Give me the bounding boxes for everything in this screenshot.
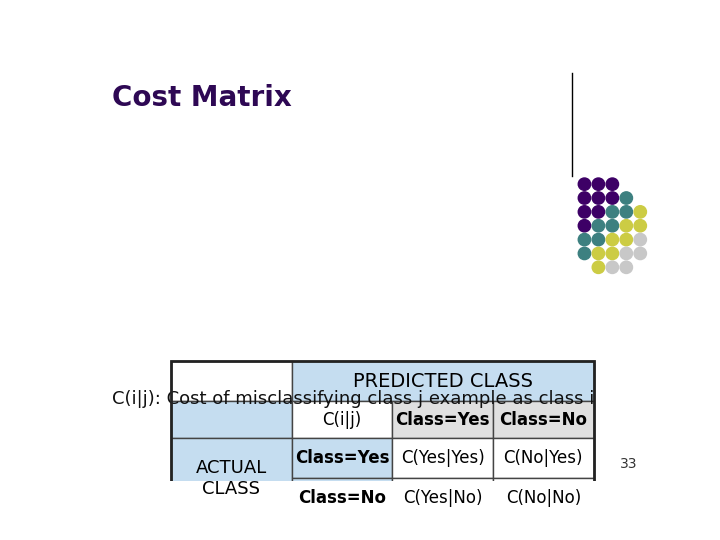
Text: ACTUAL
CLASS: ACTUAL CLASS xyxy=(196,459,267,498)
Text: C(No|Yes): C(No|Yes) xyxy=(503,449,583,467)
Circle shape xyxy=(620,261,632,273)
Bar xyxy=(493,438,594,478)
Circle shape xyxy=(593,220,605,232)
Bar xyxy=(171,361,292,401)
Text: Cost Matrix: Cost Matrix xyxy=(112,84,292,112)
Bar xyxy=(171,361,594,518)
Text: C(i|j): Cost of misclassifying class j example as class i: C(i|j): Cost of misclassifying class j e… xyxy=(112,390,594,408)
Circle shape xyxy=(578,178,590,190)
Circle shape xyxy=(620,192,632,204)
Circle shape xyxy=(578,247,590,260)
Circle shape xyxy=(593,233,605,246)
Text: C(Yes|No): C(Yes|No) xyxy=(403,489,482,507)
Circle shape xyxy=(620,233,632,246)
Circle shape xyxy=(606,247,618,260)
Bar xyxy=(292,401,392,438)
Circle shape xyxy=(606,178,618,190)
Circle shape xyxy=(578,192,590,204)
Circle shape xyxy=(620,247,632,260)
Circle shape xyxy=(620,206,632,218)
Circle shape xyxy=(593,178,605,190)
Circle shape xyxy=(634,220,647,232)
Text: Class=No: Class=No xyxy=(298,489,386,507)
Circle shape xyxy=(606,220,618,232)
Circle shape xyxy=(634,247,647,260)
Bar xyxy=(292,438,392,478)
Circle shape xyxy=(578,220,590,232)
Text: C(No|No): C(No|No) xyxy=(505,489,581,507)
Bar xyxy=(292,478,392,518)
Circle shape xyxy=(593,206,605,218)
Text: C(i|j): C(i|j) xyxy=(323,411,361,429)
Circle shape xyxy=(578,233,590,246)
Text: 33: 33 xyxy=(620,457,637,471)
Bar xyxy=(493,401,594,438)
Bar xyxy=(292,361,594,401)
Circle shape xyxy=(593,247,605,260)
Bar xyxy=(171,401,292,438)
Bar xyxy=(171,438,292,518)
Bar xyxy=(392,478,493,518)
Text: Class=No: Class=No xyxy=(500,411,588,429)
Circle shape xyxy=(578,206,590,218)
Text: C(Yes|Yes): C(Yes|Yes) xyxy=(401,449,485,467)
Text: Class=Yes: Class=Yes xyxy=(395,411,490,429)
Circle shape xyxy=(606,206,618,218)
Circle shape xyxy=(634,206,647,218)
Bar xyxy=(392,438,493,478)
Bar xyxy=(493,478,594,518)
Circle shape xyxy=(606,192,618,204)
Circle shape xyxy=(620,220,632,232)
Circle shape xyxy=(634,233,647,246)
Circle shape xyxy=(593,261,605,273)
Text: PREDICTED CLASS: PREDICTED CLASS xyxy=(353,372,533,391)
Circle shape xyxy=(593,192,605,204)
Circle shape xyxy=(606,233,618,246)
Bar xyxy=(392,401,493,438)
Circle shape xyxy=(606,261,618,273)
Text: Class=Yes: Class=Yes xyxy=(294,449,389,467)
